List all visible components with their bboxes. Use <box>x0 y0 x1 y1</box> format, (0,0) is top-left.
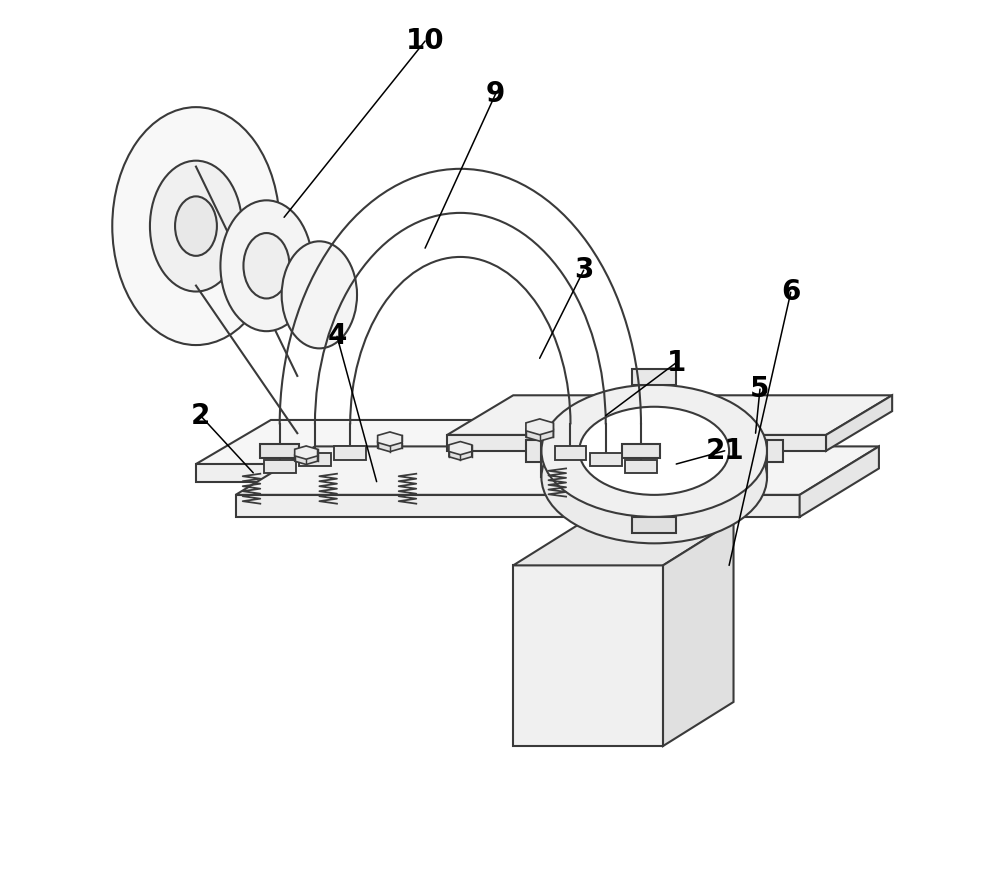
Polygon shape <box>378 438 402 452</box>
Polygon shape <box>447 395 892 435</box>
Polygon shape <box>196 464 756 482</box>
Ellipse shape <box>175 196 217 255</box>
Polygon shape <box>260 444 299 458</box>
Text: 4: 4 <box>327 323 347 350</box>
Polygon shape <box>800 446 879 517</box>
Polygon shape <box>826 395 892 451</box>
Ellipse shape <box>579 407 729 495</box>
Text: 9: 9 <box>486 80 505 108</box>
Ellipse shape <box>541 411 767 544</box>
Polygon shape <box>513 522 734 566</box>
Polygon shape <box>555 446 586 460</box>
Text: 6: 6 <box>781 278 800 306</box>
Polygon shape <box>449 442 472 454</box>
Polygon shape <box>526 419 553 435</box>
Polygon shape <box>264 460 296 473</box>
Polygon shape <box>513 566 663 746</box>
Text: 10: 10 <box>406 27 444 55</box>
Ellipse shape <box>541 385 767 517</box>
Polygon shape <box>526 440 541 461</box>
Polygon shape <box>590 453 622 466</box>
Polygon shape <box>299 453 331 466</box>
Polygon shape <box>295 446 318 459</box>
Ellipse shape <box>112 107 280 345</box>
Polygon shape <box>447 435 826 451</box>
Polygon shape <box>756 420 830 482</box>
Polygon shape <box>196 420 830 464</box>
Polygon shape <box>622 444 660 458</box>
Polygon shape <box>632 369 676 385</box>
Polygon shape <box>632 517 676 533</box>
Polygon shape <box>663 522 734 746</box>
Text: 3: 3 <box>574 256 593 284</box>
Text: 1: 1 <box>667 348 686 377</box>
Text: 5: 5 <box>750 375 770 403</box>
Ellipse shape <box>282 241 357 348</box>
Polygon shape <box>378 432 402 446</box>
Text: 2: 2 <box>191 401 210 430</box>
Polygon shape <box>625 460 657 473</box>
Polygon shape <box>236 446 879 495</box>
Text: 21: 21 <box>705 437 744 465</box>
Polygon shape <box>295 451 318 464</box>
Ellipse shape <box>243 233 289 299</box>
Polygon shape <box>334 446 366 460</box>
Polygon shape <box>767 440 783 461</box>
Polygon shape <box>236 495 800 517</box>
Ellipse shape <box>150 161 242 292</box>
Polygon shape <box>526 425 553 441</box>
Polygon shape <box>449 446 472 460</box>
Ellipse shape <box>220 201 313 332</box>
